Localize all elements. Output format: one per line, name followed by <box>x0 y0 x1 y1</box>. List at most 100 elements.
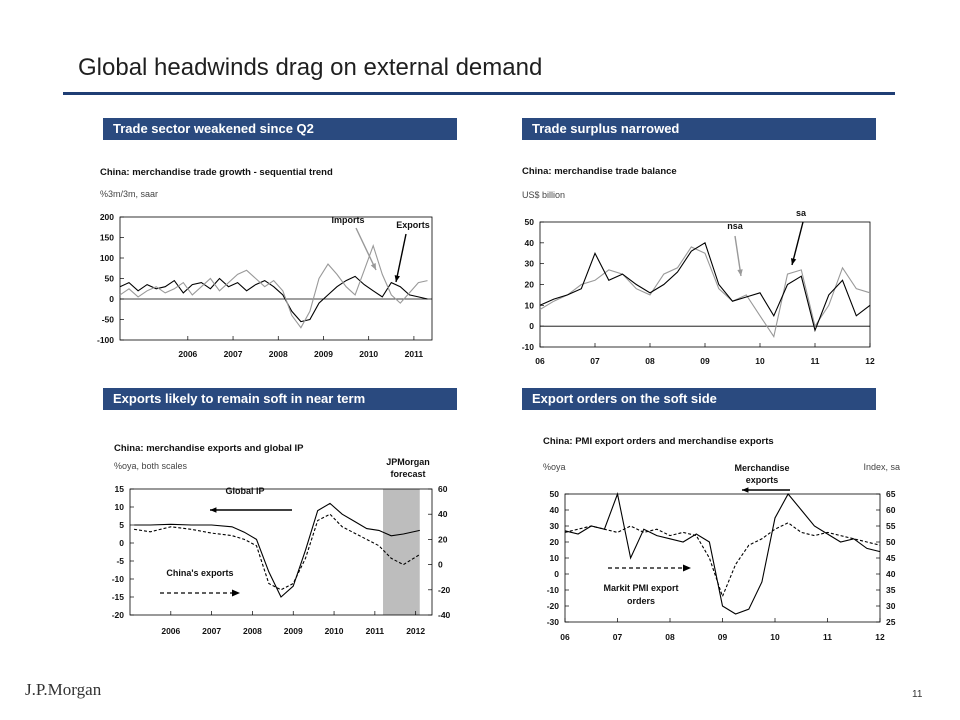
chart2-arrow-nsa <box>734 235 742 277</box>
jpmorgan-logo: J.P.Morgan <box>25 680 102 699</box>
panel-header-trade-surplus: Trade surplus narrowed <box>522 118 876 140</box>
panel-header-trade-sector: Trade sector weakened since Q2 <box>103 118 457 140</box>
y-tick-label: 5 <box>119 520 124 530</box>
y-tick-label: 10 <box>550 553 560 563</box>
x-tick-label: 2010 <box>325 626 344 636</box>
chart4-series-pmi-export-orders <box>564 522 881 598</box>
chart2-plot-frame <box>539 221 871 348</box>
chart2-label-nsa: nsa <box>727 221 744 231</box>
y-tick-label: 15 <box>115 484 125 494</box>
slide-title: Global headwinds drag on external demand <box>78 54 543 81</box>
chart3-label-forecast-2: forecast <box>390 469 425 479</box>
y-tick-label: -50 <box>102 315 115 325</box>
x-tick-label: 2007 <box>202 626 221 636</box>
x-tick-label: 07 <box>590 356 600 366</box>
chart2-arrow-sa-head <box>790 258 797 265</box>
y-tick-label: 0 <box>554 569 559 579</box>
y-tick-label-right: -20 <box>438 585 451 595</box>
y-tick-label-right: -40 <box>438 610 451 620</box>
chart4-ylabel-left: %oya <box>543 462 566 472</box>
y-tick-label: -10 <box>547 585 560 595</box>
y-tick-label-right: 60 <box>438 484 448 494</box>
panel-header-export-orders: Export orders on the soft side <box>522 388 876 410</box>
y-tick-label: 20 <box>550 537 560 547</box>
y-tick-label-right: 60 <box>886 505 896 515</box>
chart4-arrow-merch-head <box>742 487 749 493</box>
chart3-series-global-ip <box>134 502 420 598</box>
chart4-label-merch-2: exports <box>746 475 779 485</box>
x-tick-label: 07 <box>613 632 623 642</box>
y-tick-label: 30 <box>525 259 535 269</box>
y-tick-label-right: 35 <box>886 585 896 595</box>
chart4-plot-frame <box>564 493 881 623</box>
y-tick-label: 0 <box>529 321 534 331</box>
chart4-ylabel-right: Index, sa <box>863 462 900 472</box>
y-tick-label-right: 45 <box>886 553 896 563</box>
y-tick-label-right: 30 <box>886 601 896 611</box>
x-tick-label: 2007 <box>224 349 243 359</box>
chart2-series-nsa <box>539 246 871 338</box>
x-tick-label: 10 <box>755 356 765 366</box>
chart3-forecast-shade <box>383 489 420 615</box>
chart4-title: China: PMI export orders and merchandise… <box>543 436 774 447</box>
x-tick-label: 2009 <box>284 626 303 636</box>
y-tick-label: -10 <box>522 342 535 352</box>
panel-header-exports-soft: Exports likely to remain soft in near te… <box>103 388 457 410</box>
y-tick-label: 0 <box>109 294 114 304</box>
y-tick-label-right: 65 <box>886 489 896 499</box>
chart1-arrow-imports <box>355 227 377 271</box>
chart4-label-pmi-1: Markit PMI export <box>603 583 678 593</box>
x-tick-label: 06 <box>535 356 545 366</box>
x-tick-label: 09 <box>700 356 710 366</box>
y-tick-label: 10 <box>115 502 125 512</box>
chart2-title: China: merchandise trade balance <box>522 166 677 177</box>
y-tick-label-right: 40 <box>886 569 896 579</box>
chart3-plot-frame <box>129 488 433 616</box>
y-tick-label: 0 <box>119 538 124 548</box>
chart1-label-exports: Exports <box>396 220 430 230</box>
chart3-label-china-exports: China's exports <box>166 568 233 578</box>
chart3-subtitle: %oya, both scales <box>114 461 188 471</box>
y-tick-label: 200 <box>100 212 114 222</box>
x-tick-label: 2011 <box>366 626 385 636</box>
x-tick-label: 2011 <box>405 349 424 359</box>
chart4-series-merchandise-exports <box>564 492 881 615</box>
chart3-series-china-exports <box>134 513 421 591</box>
x-tick-label: 2008 <box>243 626 262 636</box>
x-tick-label: 12 <box>875 632 885 642</box>
y-tick-label: 40 <box>525 238 535 248</box>
x-tick-label: 08 <box>665 632 675 642</box>
chart2-series-sa <box>539 241 871 333</box>
x-tick-label: 12 <box>865 356 875 366</box>
chart2-arrow-nsa-head <box>737 269 743 276</box>
chart1-title: China: merchandise trade growth - sequen… <box>100 167 333 178</box>
y-tick-label: -100 <box>97 335 114 345</box>
chart4-label-pmi-2: orders <box>627 596 655 606</box>
title-rule <box>63 92 895 95</box>
y-tick-label-right: 0 <box>438 560 443 570</box>
y-tick-label: 100 <box>100 253 114 263</box>
x-tick-label: 10 <box>770 632 780 642</box>
y-tick-label: 40 <box>550 505 560 515</box>
x-tick-label: 06 <box>560 632 570 642</box>
chart1-series-exports <box>119 275 428 323</box>
chart2-subtitle: US$ billion <box>522 190 565 200</box>
y-tick-label: 50 <box>105 274 115 284</box>
x-tick-label: 11 <box>811 356 820 366</box>
x-tick-label: 2008 <box>269 349 288 359</box>
chart3-label-forecast-1: JPMorgan <box>386 457 430 467</box>
chart1-arrow-imports-head <box>370 263 376 270</box>
x-tick-label: 08 <box>645 356 655 366</box>
chart3-label-global-ip: Global IP <box>225 486 264 496</box>
x-tick-label: 2006 <box>178 349 197 359</box>
chart1-arrow-exports-head <box>394 275 400 282</box>
chart1-plot-frame <box>119 216 433 341</box>
y-tick-label: 10 <box>525 300 535 310</box>
y-tick-label-right: 20 <box>438 534 448 544</box>
chart1-subtitle: %3m/3m, saar <box>100 189 158 199</box>
y-tick-label: -15 <box>112 592 125 602</box>
chart1-series-imports <box>119 243 428 329</box>
x-tick-label: 2010 <box>359 349 378 359</box>
y-tick-label-right: 25 <box>886 617 896 627</box>
